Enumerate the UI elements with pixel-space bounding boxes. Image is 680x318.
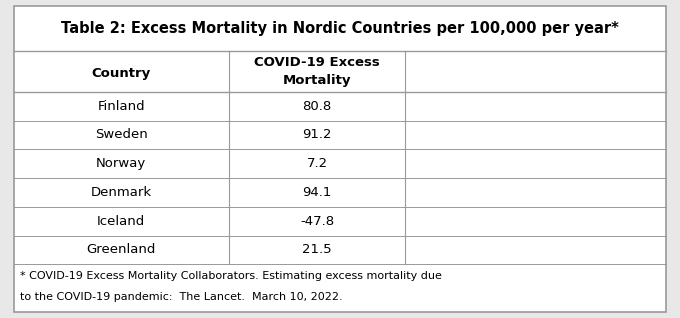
Text: Iceland: Iceland — [97, 215, 146, 228]
Text: 91.2: 91.2 — [303, 128, 332, 142]
Text: 21.5: 21.5 — [303, 244, 332, 256]
FancyBboxPatch shape — [14, 6, 666, 312]
Text: * COVID-19 Excess Mortality Collaborators. Estimating excess mortality due: * COVID-19 Excess Mortality Collaborator… — [20, 271, 442, 281]
Text: Norway: Norway — [96, 157, 146, 170]
Text: 80.8: 80.8 — [303, 100, 332, 113]
Text: Mortality: Mortality — [283, 74, 352, 86]
Text: Greenland: Greenland — [86, 244, 156, 256]
Text: to the COVID-19 pandemic:  The Lancet.  March 10, 2022.: to the COVID-19 pandemic: The Lancet. Ma… — [20, 293, 343, 302]
Text: Denmark: Denmark — [90, 186, 152, 199]
Text: 7.2: 7.2 — [307, 157, 328, 170]
Text: 94.1: 94.1 — [303, 186, 332, 199]
Text: Country: Country — [92, 67, 151, 80]
Text: Finland: Finland — [97, 100, 145, 113]
Text: Table 2: Excess Mortality in Nordic Countries per 100,000 per year*: Table 2: Excess Mortality in Nordic Coun… — [61, 21, 619, 36]
Text: COVID-19 Excess: COVID-19 Excess — [254, 56, 380, 69]
Text: Sweden: Sweden — [95, 128, 148, 142]
Text: -47.8: -47.8 — [300, 215, 334, 228]
